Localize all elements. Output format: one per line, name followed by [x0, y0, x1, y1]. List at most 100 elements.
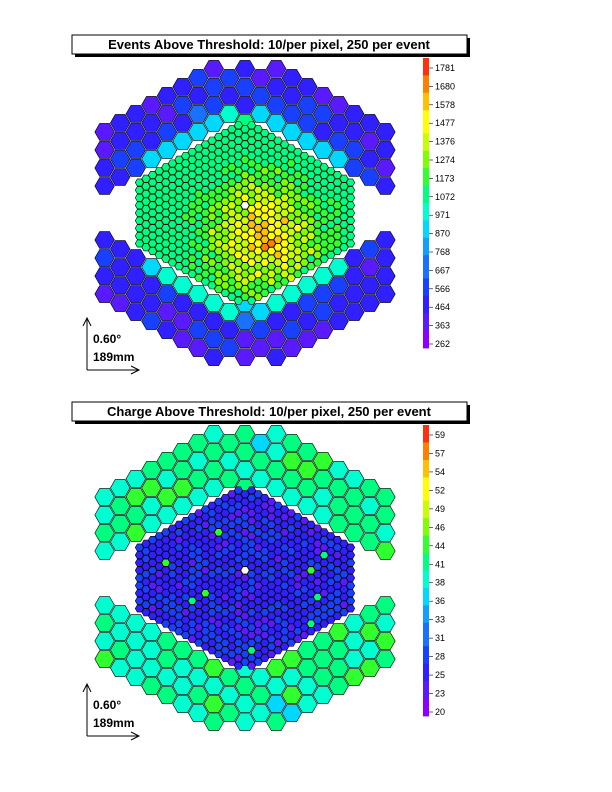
inner-pixel [280, 558, 290, 567]
inner-pixel [181, 228, 191, 236]
outer-pixel [266, 713, 287, 731]
inner-pixel [174, 193, 184, 202]
inner-pixel [293, 201, 303, 210]
inner-pixel [247, 251, 257, 259]
colorbar-segment [423, 611, 429, 618]
inner-pixel [227, 247, 237, 255]
inner-pixel [253, 604, 263, 613]
colorbar-segment [423, 454, 429, 461]
inner-pixel [187, 596, 197, 605]
inner-pixel [240, 239, 250, 248]
inner-pixel [227, 513, 237, 521]
inner-pixel [240, 543, 250, 552]
inner-pixel [299, 562, 309, 571]
inner-pixel [194, 516, 204, 525]
inner-pixel [260, 509, 270, 518]
outer-pixel [250, 321, 271, 339]
inner-pixel [220, 494, 230, 502]
charge-scale-angle: 0.60° [93, 698, 121, 712]
inner-pixel [253, 148, 263, 156]
inner-pixel [214, 216, 224, 225]
outer-pixel [375, 231, 396, 249]
inner-pixel [214, 148, 224, 156]
colorbar-segment [423, 518, 429, 525]
inner-pixel [233, 654, 243, 662]
inner-pixel [286, 616, 296, 624]
inner-pixel [280, 528, 290, 537]
inner-pixel [174, 566, 184, 575]
inner-pixel [273, 501, 283, 510]
inner-pixel [194, 212, 204, 221]
inner-pixel [306, 558, 316, 567]
inner-pixel [194, 151, 204, 160]
colorbar-segment [423, 295, 429, 302]
outer-pixel [250, 69, 271, 87]
inner-pixel [260, 501, 270, 510]
outer-pixel [172, 132, 193, 150]
inner-pixel [306, 231, 316, 240]
inner-pixel [273, 212, 283, 221]
inner-pixel [174, 612, 184, 620]
colorbar-tick-label: 1173 [435, 173, 454, 183]
inner-pixel [141, 555, 151, 563]
inner-pixel [240, 619, 250, 628]
inner-pixel [161, 574, 171, 582]
inner-pixel [233, 570, 243, 579]
outer-pixel [375, 267, 396, 285]
inner-pixel [273, 144, 283, 153]
inner-pixel [273, 258, 283, 267]
inner-pixel [326, 593, 336, 601]
inner-pixel [181, 524, 191, 533]
outer-pixel [359, 258, 380, 276]
inner-pixel [148, 551, 158, 560]
inner-pixel [280, 513, 290, 521]
inner-pixel [214, 497, 224, 506]
outer-pixel [188, 69, 209, 87]
colorbar-segment [423, 692, 429, 699]
inner-pixel [247, 570, 257, 579]
inner-pixel [286, 623, 296, 632]
inner-pixel [319, 163, 329, 172]
outer-pixel [281, 339, 302, 357]
inner-pixel [233, 516, 243, 525]
inner-pixel [280, 155, 290, 164]
inner-pixel [346, 589, 356, 598]
inner-pixel [346, 581, 356, 590]
inner-pixel [200, 224, 210, 233]
inner-pixel [240, 125, 250, 134]
inner-pixel [260, 494, 270, 502]
outer-pixel [312, 470, 334, 488]
outer-pixel [203, 479, 224, 497]
inner-pixel [167, 197, 177, 206]
inner-pixel [134, 604, 144, 613]
inner-pixel [273, 524, 283, 533]
outer-pixel [234, 78, 256, 96]
inner-pixel [220, 197, 230, 206]
inner-pixel [154, 608, 164, 617]
inner-pixel [253, 277, 263, 286]
inner-pixel [220, 159, 230, 168]
inner-pixel [233, 251, 243, 259]
inner-pixel [266, 536, 276, 544]
inner-pixel [293, 589, 303, 598]
inner-pixel [220, 631, 230, 640]
inner-pixel [299, 585, 309, 594]
inner-pixel [200, 254, 210, 263]
inner-pixel [247, 212, 257, 221]
outer-pixel [375, 285, 396, 303]
inner-pixel [313, 174, 323, 183]
inner-pixel [227, 536, 237, 544]
inner-pixel [240, 642, 250, 651]
inner-pixel [306, 239, 316, 248]
outer-pixel [344, 285, 365, 303]
outer-pixel [328, 150, 349, 168]
inner-pixel [253, 171, 263, 179]
inner-pixel [174, 216, 184, 225]
inner-pixel [280, 140, 290, 149]
inner-pixel [273, 577, 283, 586]
colorbar-segment [423, 63, 429, 70]
inner-pixel [273, 547, 283, 556]
inner-pixel [247, 539, 257, 548]
inner-pixel [253, 490, 263, 499]
outer-pixel [375, 596, 396, 614]
